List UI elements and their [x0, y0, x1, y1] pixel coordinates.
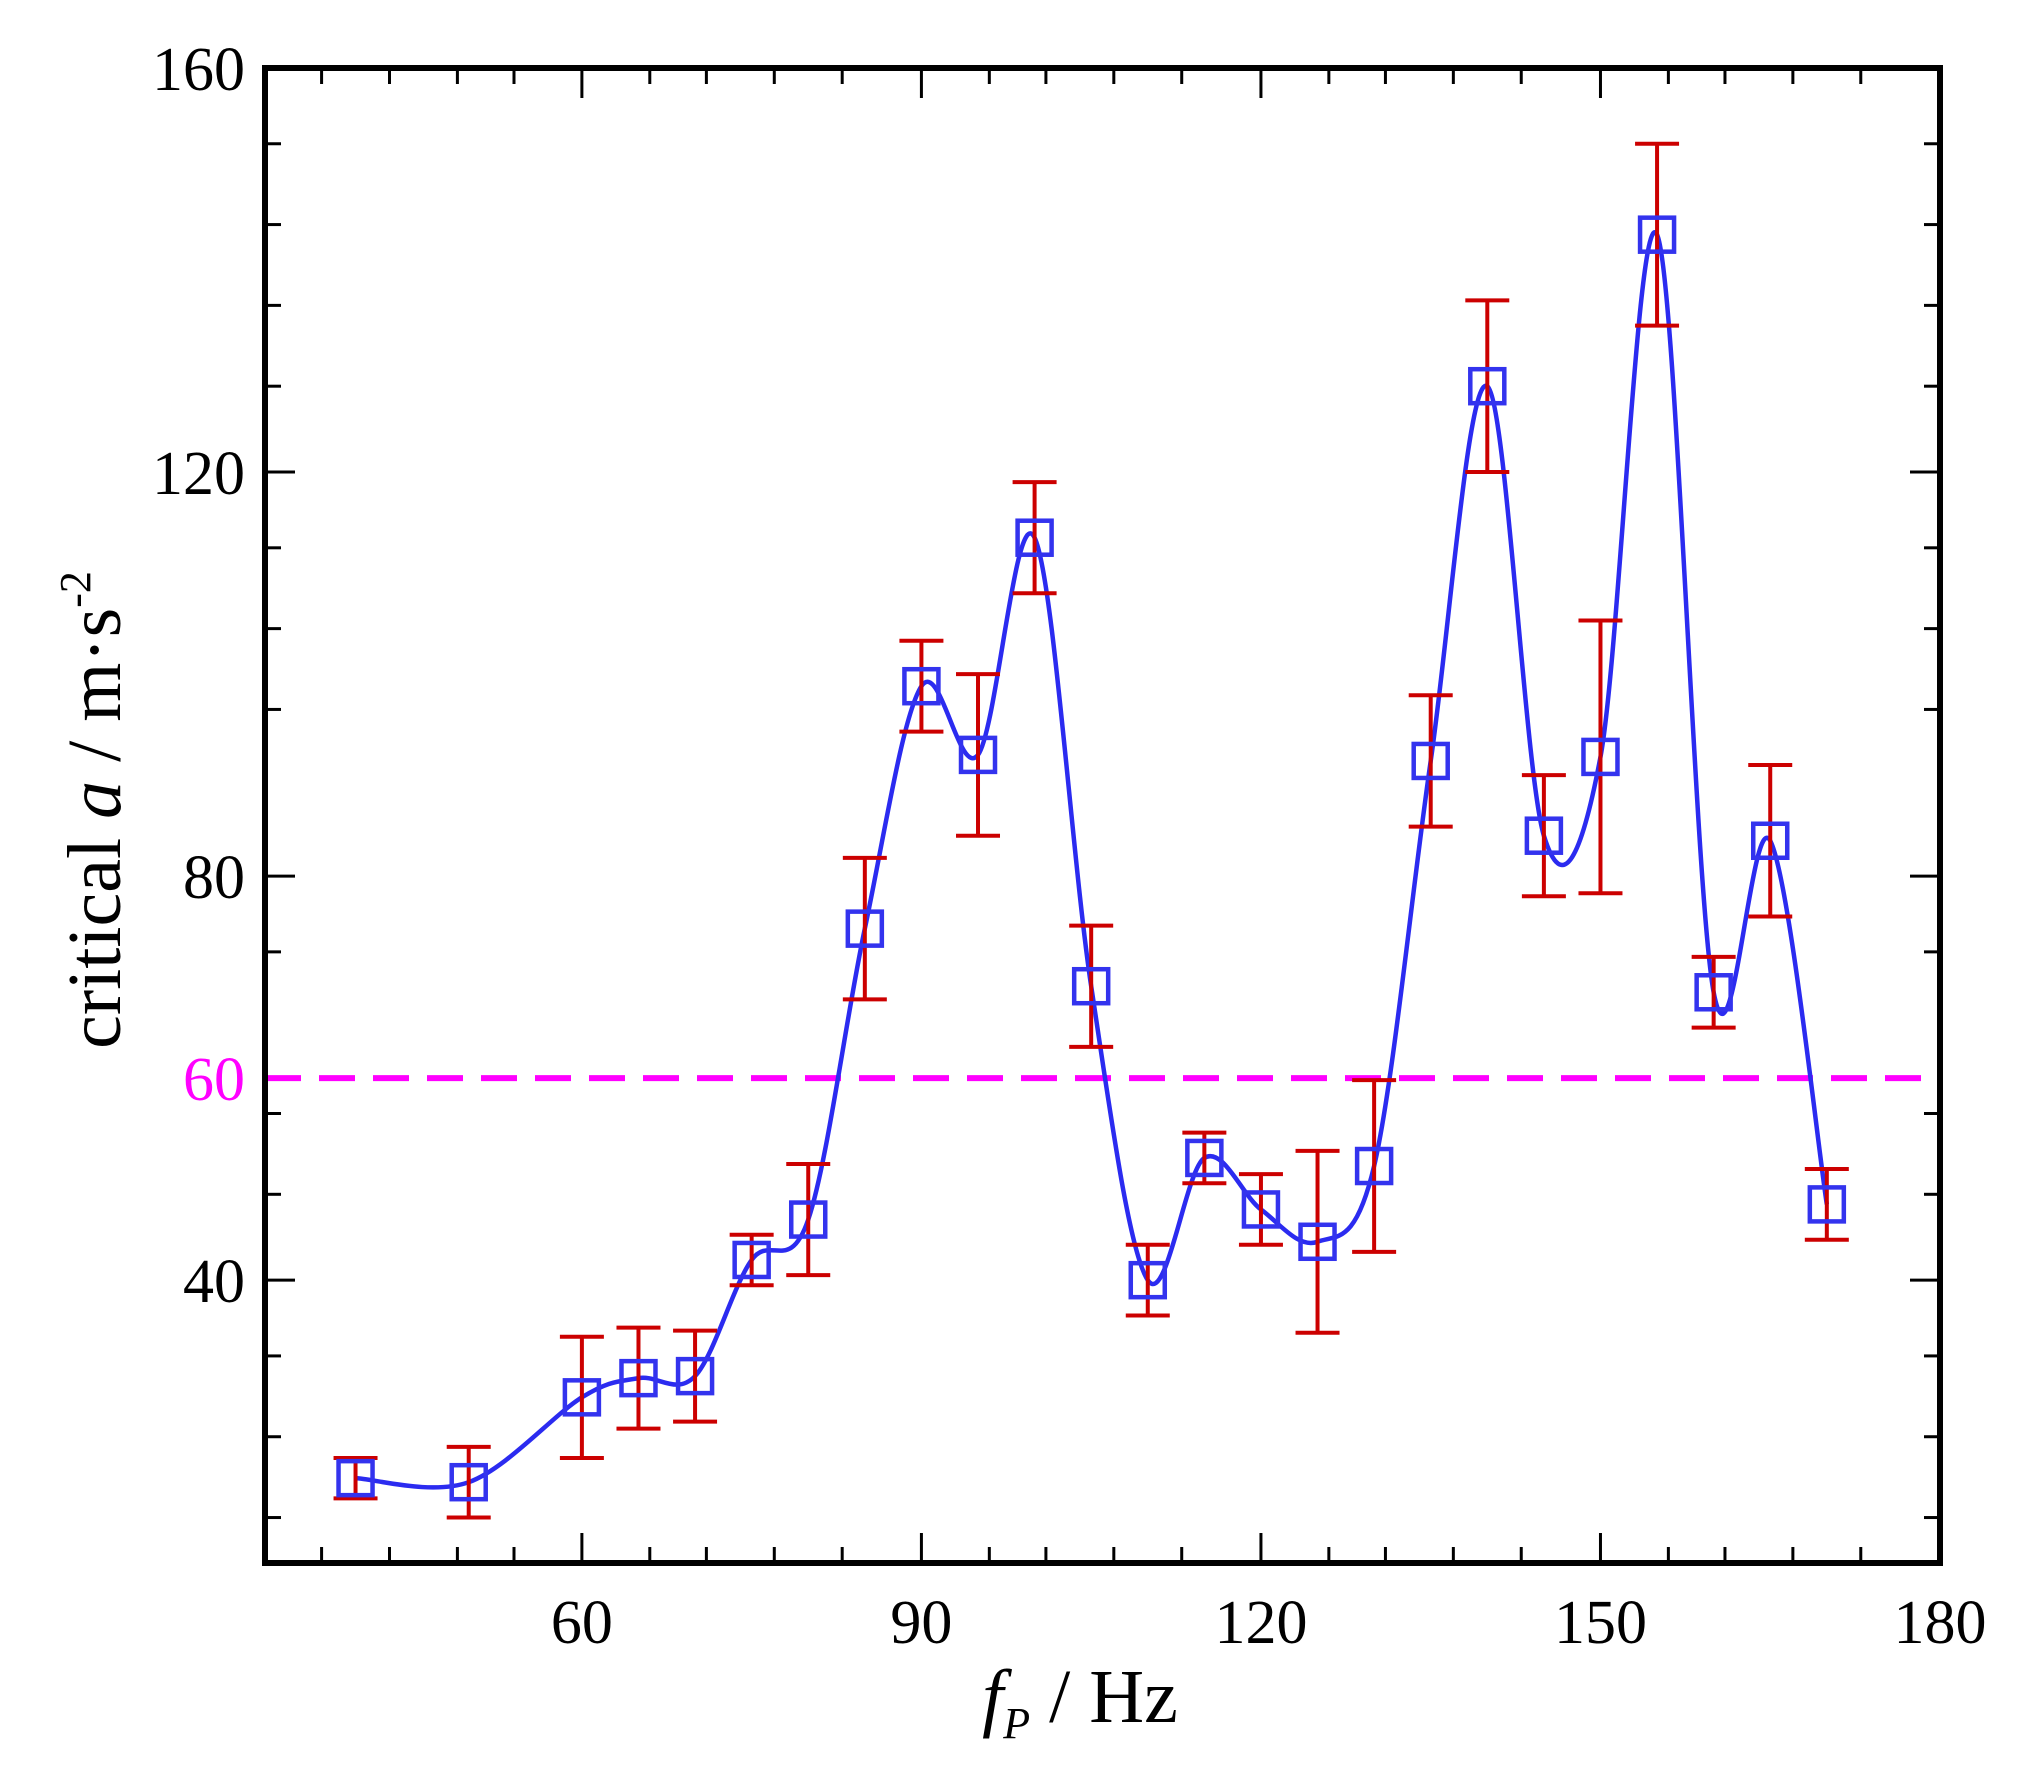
data-point — [1071, 966, 1111, 1006]
error-bar — [786, 1161, 831, 1278]
data-point — [902, 666, 941, 706]
y-axis-label-prefix: critical — [53, 819, 137, 1049]
error-bar — [1069, 923, 1114, 1049]
error-bar — [1295, 1148, 1340, 1335]
y-tick-label: 120 — [152, 440, 245, 508]
data-point — [1468, 366, 1507, 406]
error-bar — [1125, 1242, 1170, 1318]
error-bar — [1465, 298, 1510, 475]
y-axis-label: critical a / m·s-2 — [51, 571, 137, 1049]
frame-layer — [262, 65, 1943, 1566]
y-axis-label-unit: / m·s — [53, 608, 137, 781]
data-point — [1750, 821, 1790, 861]
curve-layer — [355, 230, 1830, 1490]
data-point — [675, 1356, 715, 1396]
error-bar — [559, 1334, 604, 1460]
data-point — [1128, 1260, 1168, 1300]
markers-layer — [336, 215, 1847, 1502]
error-bar — [1408, 693, 1453, 829]
error-bar — [673, 1328, 718, 1424]
data-point — [1411, 741, 1450, 781]
x-axis-label-subscript: P — [1002, 1699, 1030, 1748]
ticks-layer — [265, 66, 1942, 1563]
error-bar — [956, 672, 1001, 838]
data-point — [1241, 1190, 1281, 1229]
error-bar — [446, 1444, 491, 1520]
error-bar — [1748, 762, 1793, 919]
data-point — [562, 1378, 602, 1417]
error-bar — [1012, 480, 1057, 596]
data-point — [1581, 737, 1620, 777]
data-point — [845, 909, 885, 948]
data-point — [788, 1200, 828, 1239]
error-bar — [616, 1325, 661, 1431]
data-point — [1637, 215, 1677, 254]
x-tick-label: 180 — [1894, 1589, 1987, 1657]
x-tick-label: 60 — [551, 1589, 613, 1657]
data-point — [449, 1462, 488, 1502]
error-bar — [1578, 618, 1623, 896]
data-point — [1298, 1222, 1337, 1262]
x-tick-label: 150 — [1554, 1589, 1647, 1657]
error-bar — [333, 1455, 378, 1501]
error-bar — [1691, 954, 1736, 1030]
plot-frame — [262, 65, 1943, 1566]
y-axis-label-var: a — [53, 781, 137, 819]
data-point — [619, 1358, 658, 1398]
y-tick-label: 80 — [183, 844, 245, 912]
data-point — [1807, 1185, 1847, 1224]
error-bar — [1352, 1078, 1397, 1254]
data-point — [1354, 1146, 1394, 1186]
data-point — [1015, 518, 1054, 557]
y-tick-label: 160 — [152, 36, 245, 104]
x-axis-label: fP / Hz — [982, 1655, 1178, 1748]
data-point — [1694, 973, 1733, 1012]
error-bars-layer — [333, 141, 1849, 1520]
error-bar — [899, 638, 944, 734]
data-point — [1185, 1138, 1224, 1178]
data-point — [732, 1240, 771, 1280]
data-point — [336, 1458, 375, 1498]
threshold-label: 60 — [183, 1046, 245, 1114]
error-bar — [1521, 773, 1566, 899]
error-bar — [1635, 141, 1680, 328]
labels-layer: fP / Hz critical a / m·s-2 60 90 120 150 180… — [51, 36, 1987, 1748]
y-axis-label-exponent: -2 — [51, 571, 100, 608]
x-tick-label: 120 — [1214, 1589, 1307, 1657]
series-curve — [355, 230, 1830, 1490]
x-tick-label: 90 — [890, 1589, 952, 1657]
error-bar — [842, 855, 887, 1002]
error-bar — [1804, 1167, 1849, 1242]
data-point — [1524, 816, 1564, 855]
y-tick-label: 40 — [183, 1248, 245, 1316]
data-point — [958, 735, 998, 775]
x-axis-label-unit: / Hz — [1030, 1655, 1178, 1739]
error-bar — [1238, 1172, 1283, 1247]
